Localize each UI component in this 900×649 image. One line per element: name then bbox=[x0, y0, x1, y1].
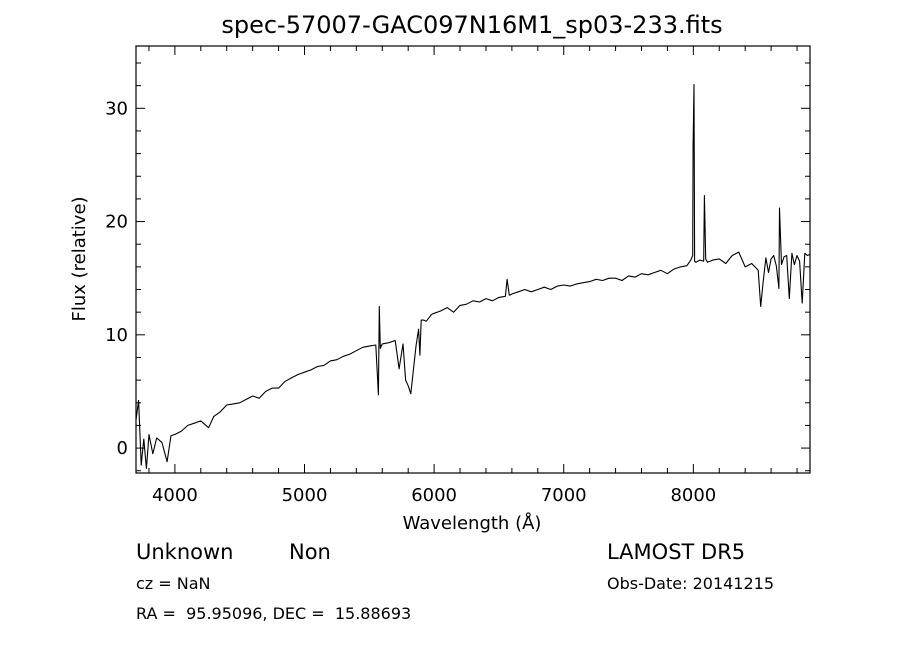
plot-frame bbox=[135, 45, 811, 474]
y-tick-label: 10 bbox=[105, 325, 128, 346]
x-tick-label: 6000 bbox=[411, 485, 457, 506]
x-tick-label: 7000 bbox=[541, 485, 587, 506]
x-tick-labels: 4000 5000 6000 7000 8000 bbox=[152, 485, 716, 506]
x-axis-label: Wavelength (Å) bbox=[403, 512, 542, 534]
y-tick-labels: 0 10 20 30 bbox=[105, 98, 128, 459]
y-axis-label: Flux (relative) bbox=[69, 196, 90, 321]
chart-title: spec-57007-GAC097N16M1_sp03-233.fits bbox=[221, 11, 722, 39]
object-class: Non bbox=[289, 540, 331, 564]
spectrum-line bbox=[135, 83, 811, 470]
x-tick-label: 8000 bbox=[670, 485, 716, 506]
y-tick-label: 0 bbox=[117, 438, 128, 459]
axis-ticks bbox=[136, 46, 810, 473]
survey-name: LAMOST DR5 bbox=[607, 540, 746, 564]
observation-date: Obs-Date: 20141215 bbox=[607, 574, 775, 593]
object-name: Unknown bbox=[136, 540, 234, 564]
redshift-cz: cz = NaN bbox=[136, 574, 211, 593]
y-tick-label: 20 bbox=[105, 212, 128, 233]
x-tick-label: 4000 bbox=[152, 485, 198, 506]
ra-dec-coordinates: RA = 95.95096, DEC = 15.88693 bbox=[136, 604, 412, 623]
spectrum-chart: spec-57007-GAC097N16M1_sp03-233.fits 400… bbox=[69, 11, 811, 534]
x-tick-label: 5000 bbox=[282, 485, 328, 506]
y-tick-label: 30 bbox=[105, 98, 128, 119]
